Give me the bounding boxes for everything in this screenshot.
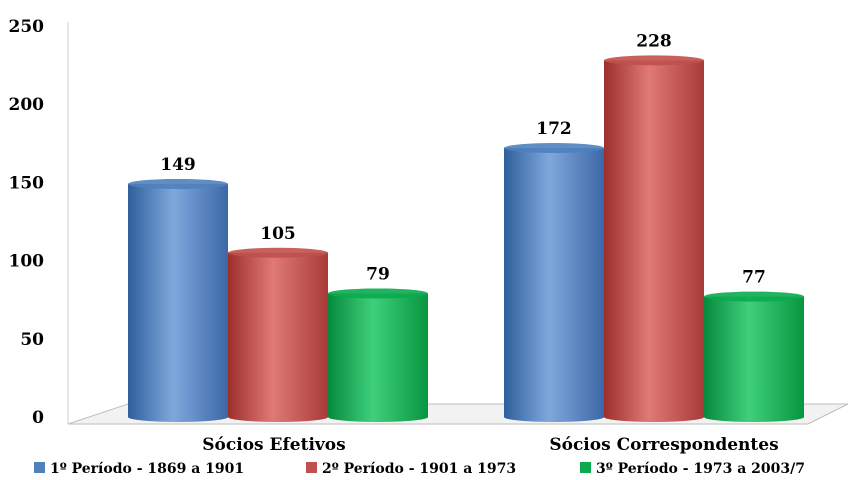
y-tick-label-2: 100 (9, 252, 45, 272)
bar-1-1 (604, 55, 704, 422)
bar-0-0 (128, 178, 228, 422)
data-label-0-2: 79 (366, 264, 390, 284)
legend-label-0: 1º Período - 1869 a 1901 (50, 461, 244, 477)
y-tick-label-1: 50 (20, 330, 44, 350)
legend-label-2: 3º Período - 1973 a 2003/7 (596, 461, 805, 477)
category-label-1: Sócios Correspondentes (549, 435, 778, 455)
bar-0-2 (328, 288, 428, 422)
y-tick-label-0: 0 (32, 408, 44, 428)
data-label-1-0: 172 (536, 119, 572, 139)
data-label-1-2: 77 (742, 268, 766, 288)
data-label-0-1: 105 (260, 224, 296, 244)
bar-0-1 (228, 247, 328, 422)
bar-1-0 (504, 142, 604, 422)
legend-swatch-0 (34, 462, 45, 473)
category-label-0: Sócios Efetivos (202, 435, 345, 455)
legend-label-1: 2º Período - 1901 a 1973 (322, 461, 516, 477)
y-tick-label-4: 200 (9, 95, 45, 115)
legend-swatch-2 (580, 462, 591, 473)
data-label-1-1: 228 (636, 31, 672, 51)
y-tick-label-3: 150 (9, 173, 45, 193)
data-label-0-0: 149 (160, 155, 196, 175)
y-tick-label-5: 250 (9, 17, 45, 37)
bar-1-2 (704, 291, 804, 422)
legend-swatch-1 (306, 462, 317, 473)
